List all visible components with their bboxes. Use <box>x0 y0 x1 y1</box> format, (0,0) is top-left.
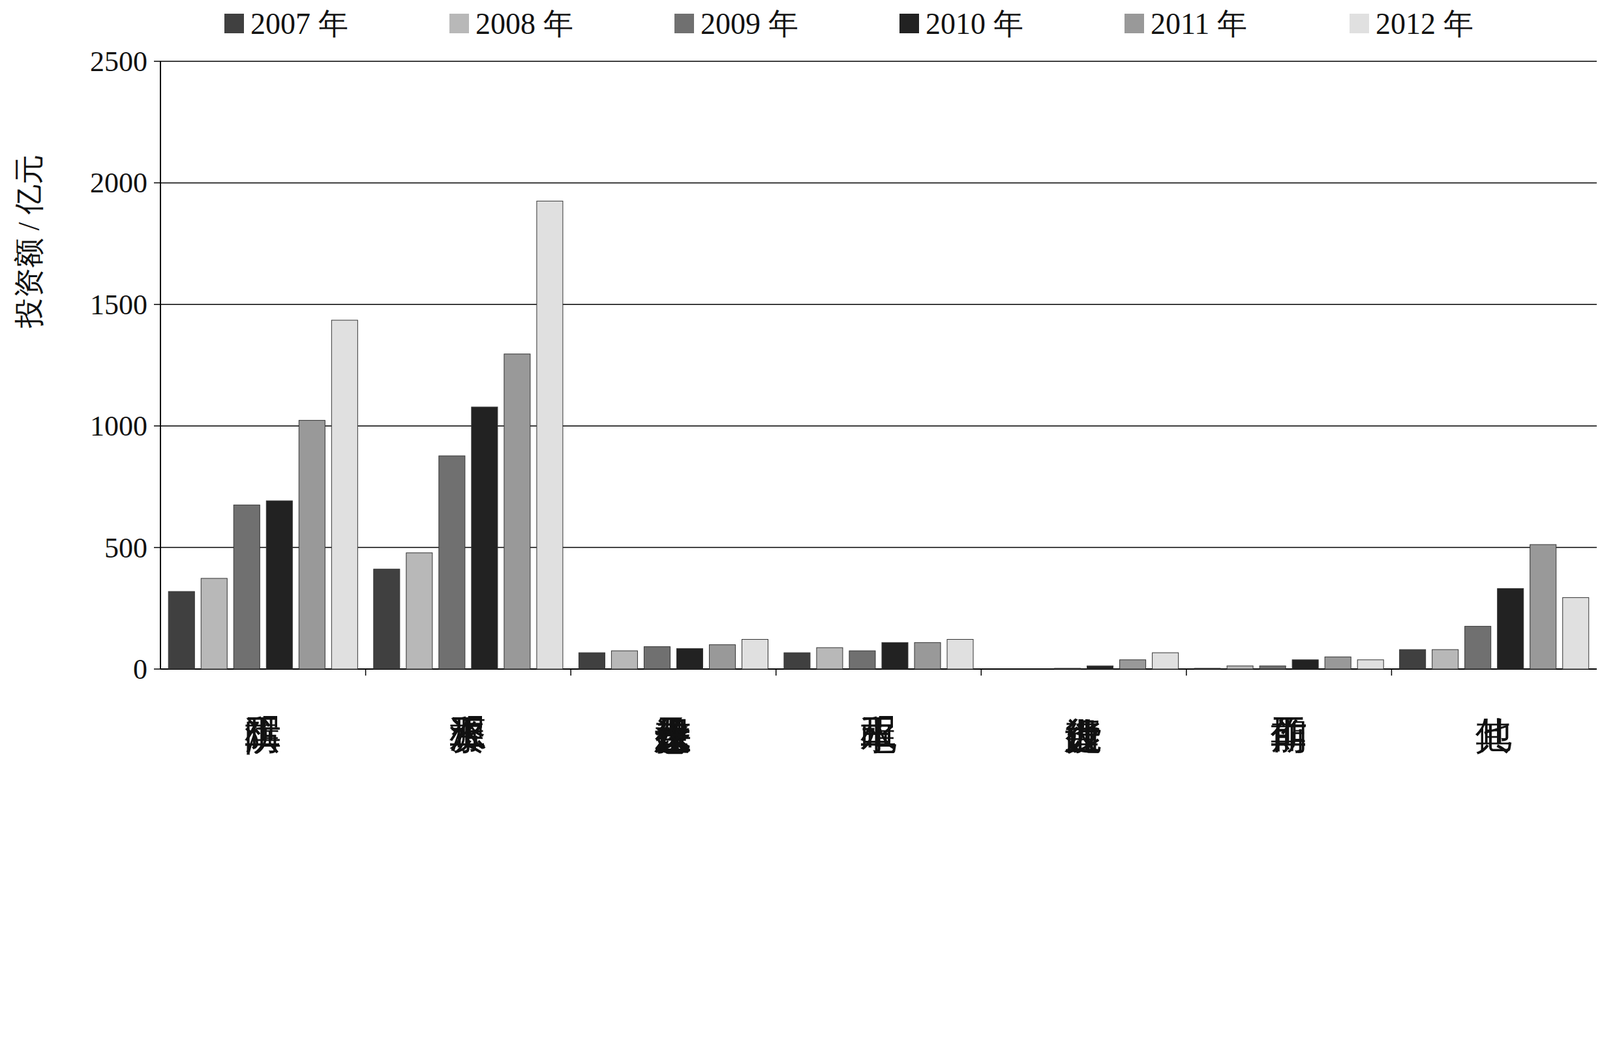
bar <box>1357 660 1384 670</box>
bar <box>1119 660 1147 670</box>
bar <box>816 647 843 670</box>
chart: 0 500 1000 1500 2000 2500 投资额 / 亿元防洪工程 水资源工程 水土保… <box>0 0 1600 1059</box>
legend-label: 2012 年 <box>1375 7 1474 41</box>
bar <box>947 639 974 670</box>
bar <box>676 649 703 670</box>
tick-mark <box>153 425 161 427</box>
legend-swatch <box>674 13 695 34</box>
legend-swatch <box>1124 13 1145 34</box>
bar <box>741 639 768 670</box>
bar <box>233 504 260 670</box>
category-label: 前期工作 <box>1270 716 1308 755</box>
tick-label: 500 <box>104 532 148 565</box>
bar <box>611 650 638 670</box>
bar <box>1530 544 1557 670</box>
category-label: 其他 <box>1475 718 1512 755</box>
bar <box>1497 588 1524 670</box>
legend-label: 2009 年 <box>700 7 799 41</box>
bar <box>1226 665 1253 670</box>
bar <box>1399 649 1426 670</box>
bar <box>849 650 876 670</box>
legend-label: 2011 年 <box>1150 7 1248 41</box>
category-label: 行业能力建设 <box>1065 718 1103 755</box>
bar <box>1464 626 1492 670</box>
bar <box>784 652 811 670</box>
bar <box>914 642 941 670</box>
tick-label: 1000 <box>90 410 148 443</box>
bar <box>438 455 466 670</box>
bar <box>266 500 293 670</box>
bar <box>168 591 195 670</box>
bar <box>1562 597 1589 670</box>
tick-mark <box>153 60 161 62</box>
bar <box>373 569 400 670</box>
legend-label: 2007 年 <box>250 7 349 41</box>
bar <box>709 645 736 670</box>
bar <box>1054 668 1081 670</box>
grid-line <box>160 303 1597 306</box>
bar <box>200 578 227 670</box>
bar <box>1022 669 1049 670</box>
tick-mark <box>153 547 161 549</box>
category-tick <box>570 669 572 676</box>
grid-line <box>160 60 1597 62</box>
tick-label: 0 <box>133 653 148 686</box>
bar <box>471 407 498 670</box>
bar <box>298 420 325 670</box>
bar <box>643 647 670 670</box>
bar <box>504 354 531 670</box>
grid-line <box>160 182 1597 184</box>
tick-label: 2000 <box>90 166 148 199</box>
category-tick <box>981 669 983 676</box>
category-tick <box>1185 669 1188 676</box>
category-label: 水资源工程 <box>449 716 486 755</box>
legend-label: 2008 年 <box>475 7 574 41</box>
tick-mark <box>153 182 161 184</box>
bar <box>989 669 1016 670</box>
bar <box>1152 652 1179 670</box>
category-tick <box>365 669 367 676</box>
y-axis <box>159 61 162 670</box>
bar <box>578 652 605 670</box>
bar <box>881 642 908 670</box>
bar <box>331 320 358 670</box>
bar <box>1087 665 1114 670</box>
y-axis-label: 投资额 / 亿元 <box>12 154 46 329</box>
category-tick <box>775 669 777 676</box>
legend-swatch <box>899 13 920 34</box>
bar <box>1432 649 1459 670</box>
legend-label: 2010 年 <box>925 7 1024 41</box>
tick-mark <box>153 668 161 670</box>
grid-line <box>160 425 1597 427</box>
tick-label: 2500 <box>90 45 148 78</box>
category-label: 水电工程 <box>859 716 897 755</box>
bars <box>168 200 1589 670</box>
legend-swatch <box>224 13 244 34</box>
legend-swatch <box>449 13 469 34</box>
legend-swatch <box>1349 13 1370 34</box>
bar <box>1194 668 1221 670</box>
bar <box>406 553 433 670</box>
category-label: 防洪工程 <box>244 716 281 756</box>
category-tick <box>1391 669 1393 676</box>
tick-mark <box>153 303 161 306</box>
bar <box>1292 660 1319 670</box>
bar <box>1259 665 1286 670</box>
bar <box>536 200 563 670</box>
grid-line <box>160 547 1597 549</box>
category-label: 水土保持及生态建设 <box>654 717 693 755</box>
bar <box>1324 656 1351 670</box>
tick-label: 1500 <box>90 288 148 321</box>
